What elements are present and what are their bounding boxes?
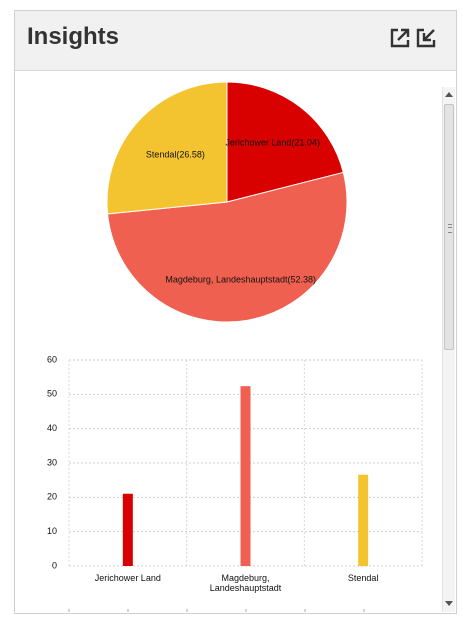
insights-panel: Insights Jerichower Land(21.04) Magdeburg… [14,10,457,614]
bar[interactable] [358,474,369,566]
y-tick-label: 60 [47,354,57,364]
bar[interactable] [122,493,133,566]
x-category-label: Landeshauptstadt [210,583,282,593]
x-category-label: Jerichower Land [95,573,161,583]
pie-slice[interactable] [106,81,228,215]
y-tick-label: 0 [52,560,57,570]
y-tick-label: 40 [47,423,57,433]
insights-content: Jerichower Land(21.04) Magdeburg, Landesh… [15,71,456,613]
x-category-label: Magdeburg, [221,573,269,583]
panel-header: Insights [15,11,456,71]
scroll-down-arrow-icon[interactable] [445,601,453,606]
charts-area: Jerichower Land(21.04) Magdeburg, Landesh… [47,81,423,612]
pie-chart: Jerichower Land(21.04) Magdeburg, Landesh… [106,81,348,323]
scroll-up-arrow-icon[interactable] [445,92,453,97]
bar[interactable] [240,386,251,566]
grip-icon [448,224,452,233]
scrollbar-thumb[interactable] [444,104,454,350]
pie-slice-label: Jerichower Land(21.04) [225,138,320,148]
collapse-arrow-icon[interactable] [415,27,439,51]
y-tick-label: 20 [47,492,57,502]
pie-slice-label: Magdeburg, Landeshauptstadt(52.38) [165,274,316,284]
x-category-label: Stendal [348,573,379,583]
bar-chart: 0 10 20 30 40 50 60 Jerichower Land Magdeburg,La… [47,354,423,612]
y-tick-label: 30 [47,457,57,467]
external-link-icon[interactable] [389,27,413,51]
pie-slice[interactable] [107,171,348,323]
panel-title: Insights [27,23,120,50]
y-tick-label: 10 [47,526,57,536]
y-tick-label: 50 [47,389,57,399]
pie-slice-label: Stendal(26.58) [146,150,205,160]
pie-slice[interactable] [226,81,344,203]
vertical-scrollbar[interactable] [442,87,455,612]
